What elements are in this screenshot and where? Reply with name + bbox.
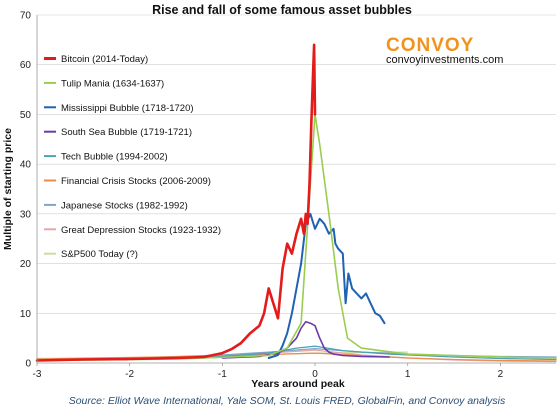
axes: [36, 15, 556, 364]
series-line-0: [35, 43, 317, 362]
x-tick-label: -1: [218, 369, 227, 380]
series-line-1: [36, 113, 557, 362]
legend-label: Bitcoin (2014-Today): [61, 54, 148, 65]
x-tick-label: -3: [33, 369, 42, 380]
x-tick-label: 1: [405, 369, 411, 380]
y-tick-label: 60: [20, 60, 32, 71]
y-axis-label: Multiple of starting price: [2, 128, 14, 250]
legend-label: Mississippi Bubble (1718-1720): [61, 103, 194, 114]
x-tick-labels: -3 -2 -1 0 1 2: [33, 363, 504, 380]
x-axis-label: Years around peak: [251, 378, 345, 390]
legend-label: Financial Crisis Stocks (2006-2009): [61, 176, 211, 187]
legend: Bitcoin (2014-Today) Tulip Mania (1634-16…: [44, 54, 221, 260]
y-tick-label: 30: [20, 209, 32, 220]
y-tick-label: 20: [20, 259, 32, 270]
series-line-2: [267, 212, 386, 359]
x-tick-label: 0: [312, 369, 318, 380]
brand-name: CONVOY: [386, 35, 474, 56]
grid: [37, 14, 556, 314]
y-tick-label: 40: [20, 160, 32, 171]
y-tick-label: 70: [20, 11, 32, 22]
x-tick-label: 2: [498, 369, 504, 380]
legend-label: Japanese Stocks (1982-1992): [61, 200, 188, 211]
legend-label: Tech Bubble (1994-2002): [61, 152, 168, 163]
source-note: Source: Elliot Wave International, Yale …: [69, 395, 506, 407]
legend-label: Great Depression Stocks (1923-1932): [61, 225, 221, 236]
y-tick-label: 10: [20, 309, 32, 320]
chart-title: Rise and fall of some famous asset bubbl…: [152, 3, 412, 17]
legend-label: Tulip Mania (1634-1637): [61, 78, 164, 89]
series-lines: [35, 43, 557, 363]
brand-url: convoyinvestments.com: [386, 54, 503, 66]
x-tick-label: -2: [125, 369, 134, 380]
legend-label: South Sea Bubble (1719-1721): [61, 127, 192, 138]
legend-label: S&P500 Today (?): [61, 249, 138, 260]
y-tick-label: 50: [20, 110, 32, 121]
y-tick-label: 0: [25, 359, 31, 370]
y-tick-labels: 0 10 20 30 40 50 60 70: [20, 11, 32, 370]
